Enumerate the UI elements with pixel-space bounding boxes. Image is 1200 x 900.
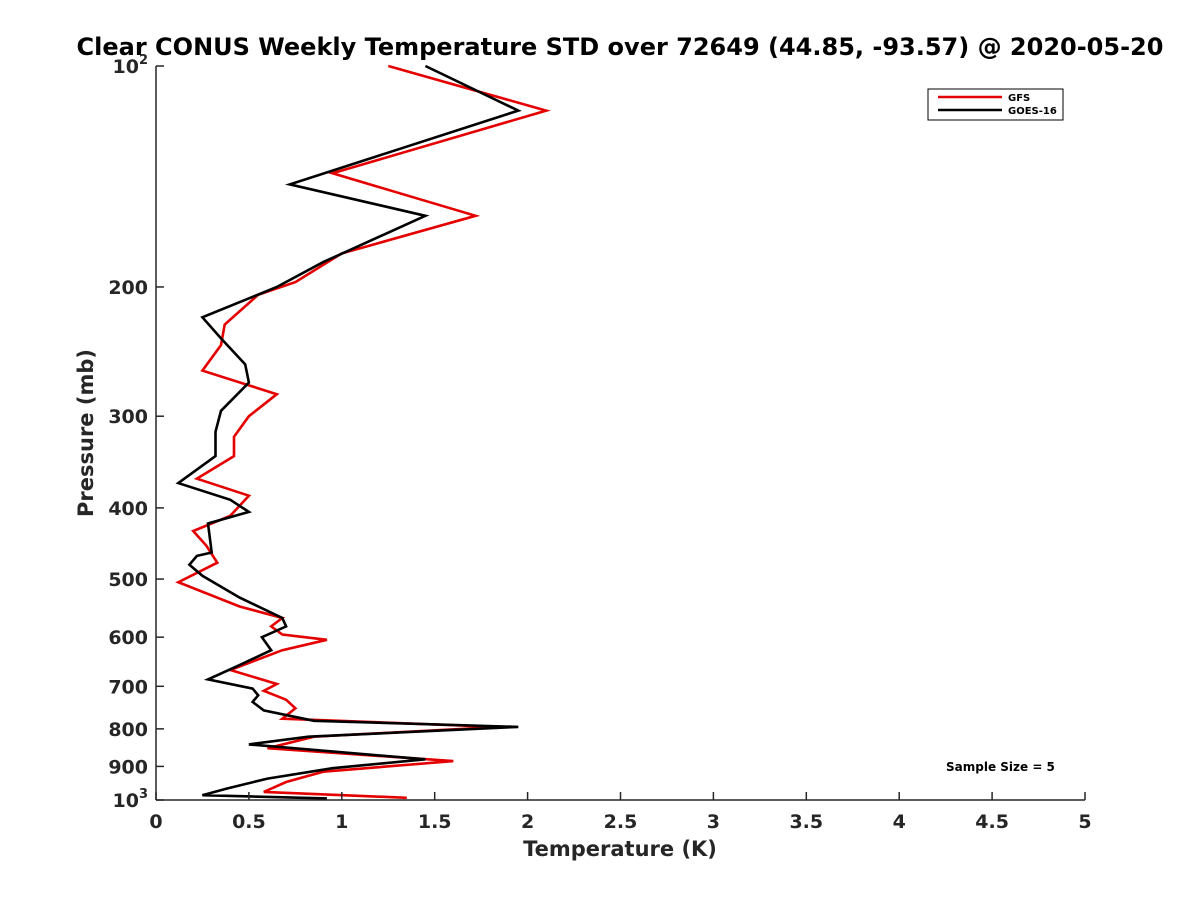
x-tick-label: 4.5 xyxy=(975,811,1009,833)
x-tick-label: 3 xyxy=(707,811,720,833)
sample-size-annotation: Sample Size = 5 xyxy=(946,760,1055,774)
y-ticks: 102 200 300 400 500 600 700 800 900 103 xyxy=(108,53,164,812)
x-tick-label: 0.5 xyxy=(232,811,266,833)
series-line-goes16 xyxy=(175,64,522,800)
axes xyxy=(155,66,1085,801)
x-tick-label: 4 xyxy=(893,811,906,833)
legend-label-gfs: GFS xyxy=(1008,93,1030,104)
legend: GFS GOES-16 xyxy=(927,88,1064,121)
series-layer xyxy=(175,64,551,800)
y-tick-label: 500 xyxy=(108,569,148,591)
x-ticks: 0 0.5 1 1.5 2 2.5 3 3.5 4 4.5 5 xyxy=(149,792,1092,833)
y-axis-label: Pressure (mb) xyxy=(74,349,98,517)
y-tick-label: 600 xyxy=(108,627,148,649)
legend-box xyxy=(927,88,1064,121)
x-tick-label: 0 xyxy=(149,811,162,833)
x-tick-label: 2.5 xyxy=(604,811,638,833)
y-tick-label: 400 xyxy=(108,498,148,520)
x-tick-label: 1.5 xyxy=(418,811,452,833)
y-tick-label: 800 xyxy=(108,719,148,741)
x-tick-label: 2 xyxy=(521,811,534,833)
legend-label-goes16: GOES-16 xyxy=(1008,106,1057,117)
y-tick-label: 103 xyxy=(113,787,149,812)
series-line-gfs xyxy=(175,64,551,800)
y-tick-label: 102 xyxy=(113,53,149,78)
x-tick-label: 3.5 xyxy=(789,811,823,833)
y-tick-label: 700 xyxy=(108,676,148,698)
y-tick-label: 900 xyxy=(108,756,148,778)
chart-title: Clear CONUS Weekly Temperature STD over … xyxy=(77,33,1164,61)
x-tick-label: 5 xyxy=(1078,811,1091,833)
x-axis-label: Temperature (K) xyxy=(523,837,717,861)
x-tick-label: 1 xyxy=(335,811,348,833)
y-tick-label: 200 xyxy=(108,277,148,299)
y-tick-label: 300 xyxy=(108,406,148,428)
